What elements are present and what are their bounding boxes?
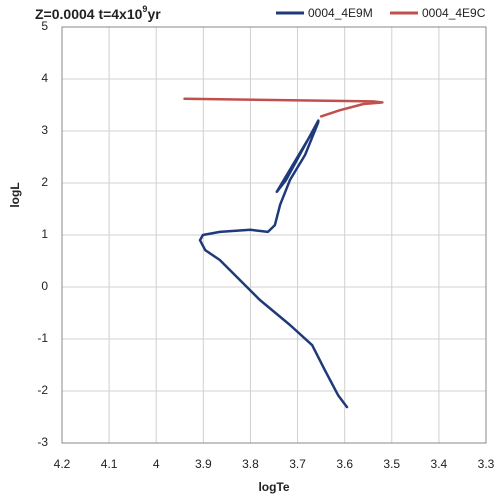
legend-label: 0004_4E9C <box>422 6 486 20</box>
legend-label: 0004_4E9M <box>308 6 373 20</box>
y-tick-label: 5 <box>41 19 48 33</box>
y-tick-label: 3 <box>41 123 48 137</box>
x-axis-label: logTe <box>258 480 289 494</box>
x-tick-label: 3.5 <box>383 457 400 471</box>
series-line <box>198 119 349 409</box>
title-text: yr <box>147 6 161 22</box>
x-tick-label: 3.9 <box>195 457 212 471</box>
y-tick-label: 4 <box>41 71 48 85</box>
title-superscript: 9 <box>142 4 147 14</box>
y-tick-label: 2 <box>41 175 48 189</box>
x-tick-label: 3.6 <box>336 457 353 471</box>
y-tick-label: -2 <box>37 383 48 397</box>
x-tick-label: 3.7 <box>289 457 306 471</box>
chart-title: Z=0.0004 t=4x109yr <box>35 4 161 21</box>
series-line <box>183 97 384 118</box>
y-tick-label: 0 <box>41 279 48 293</box>
x-tick-label: 3.3 <box>478 457 495 471</box>
y-tick-label: -1 <box>37 331 48 345</box>
plot-border <box>61 26 487 444</box>
x-tick-label: 4.2 <box>54 457 71 471</box>
x-tick-label: 4.1 <box>101 457 118 471</box>
x-tick-label: 3.4 <box>431 457 448 471</box>
y-tick-label: -3 <box>37 435 48 449</box>
x-tick-label: 3.8 <box>242 457 259 471</box>
title-text: Z=0.0004 t=4x10 <box>35 6 143 22</box>
y-axis-label: logL <box>8 182 22 207</box>
x-tick-label: 4 <box>153 457 160 471</box>
y-tick-label: 1 <box>41 227 48 241</box>
